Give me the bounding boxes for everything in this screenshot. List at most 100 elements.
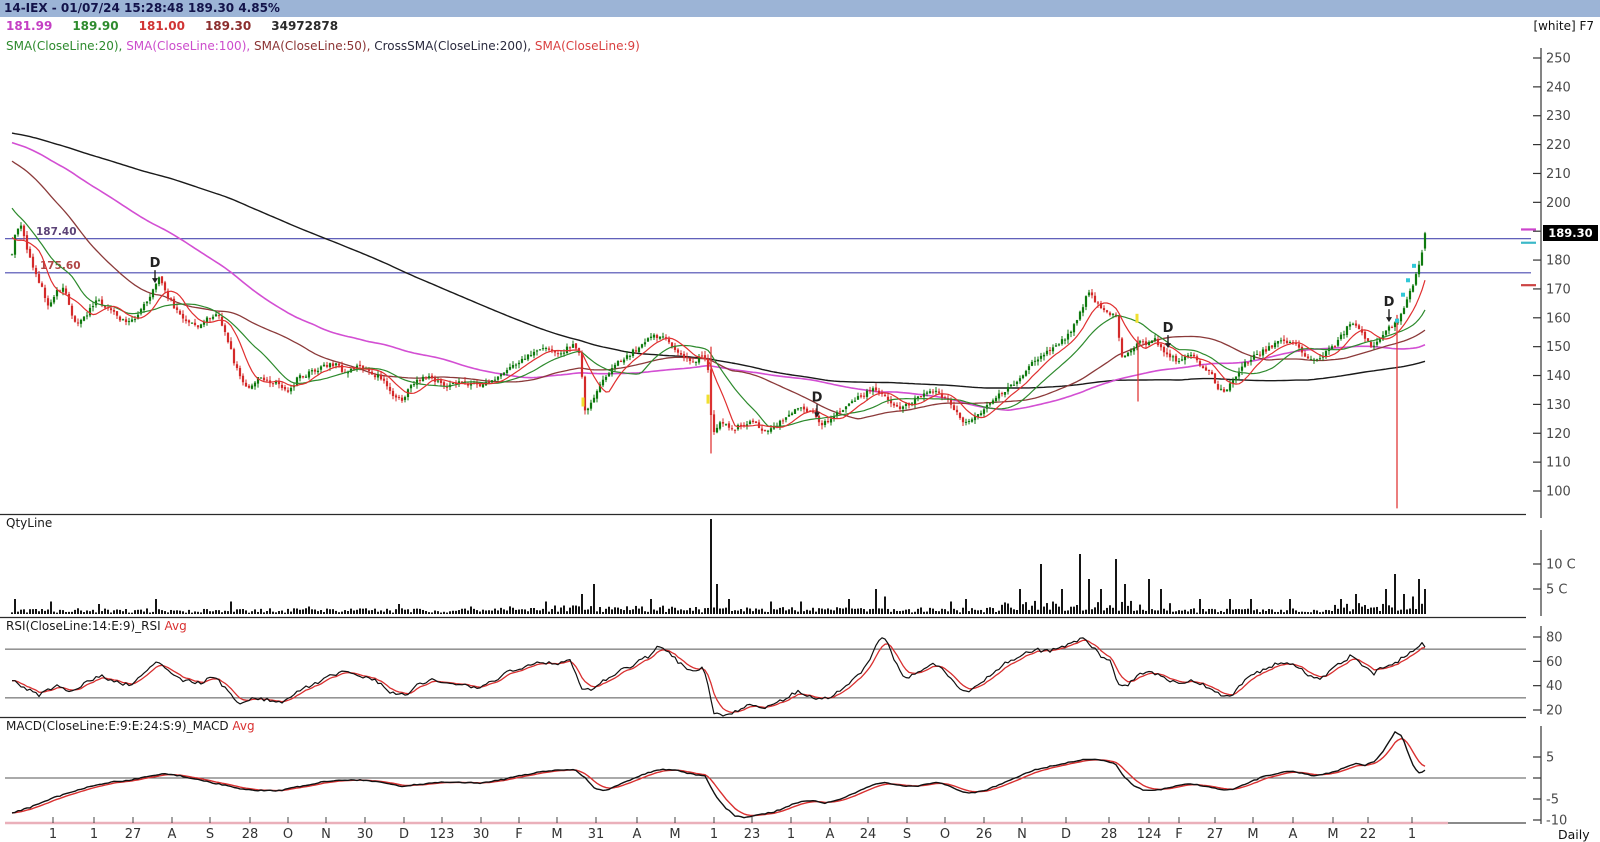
candle-body	[55, 289, 59, 297]
timeframe-label[interactable]: Daily	[1558, 827, 1590, 842]
volume-bar	[173, 610, 175, 614]
candle-body	[511, 364, 515, 368]
candle-body	[280, 384, 284, 388]
volume-bar	[1361, 606, 1363, 614]
volume-bar	[860, 608, 862, 614]
candle-body	[163, 282, 167, 291]
volume-bar	[1151, 609, 1153, 614]
candle-body	[226, 332, 230, 343]
candle-body	[286, 390, 290, 392]
volume-bar	[746, 607, 748, 614]
candle-body	[1315, 359, 1319, 361]
candle-body	[331, 363, 335, 367]
x-axis-tick-label: 124	[1137, 827, 1162, 841]
price-axis-tick-label: 160	[1546, 311, 1571, 326]
volume-bar	[149, 612, 151, 614]
candle-body	[112, 309, 116, 312]
candle-body	[796, 408, 800, 410]
candle-body	[1357, 325, 1361, 329]
volume-bar	[731, 610, 733, 614]
candle-body	[1408, 290, 1412, 300]
candle-body	[613, 364, 617, 369]
volume-bar	[74, 609, 76, 614]
volume-bar	[32, 609, 34, 614]
volume-bar	[578, 606, 580, 614]
volume-bar	[1124, 584, 1126, 614]
volume-bar	[50, 601, 52, 614]
candle-body	[1141, 341, 1145, 343]
candle-body	[901, 406, 905, 409]
x-axis-tick-label: D	[399, 827, 409, 841]
candle-body	[1294, 343, 1298, 345]
volume-bar	[734, 610, 736, 614]
volume-bar	[215, 610, 217, 614]
volume-bar	[1235, 609, 1237, 614]
candle-body	[157, 277, 161, 285]
volume-bar	[842, 608, 844, 614]
candle-body	[505, 370, 509, 374]
candle-body	[1171, 356, 1175, 358]
candle-body	[892, 403, 896, 406]
volume-bar	[1286, 610, 1288, 614]
volume-bar	[1070, 606, 1072, 614]
candle-body	[982, 409, 986, 414]
volume-bar	[344, 610, 346, 614]
volume-bar	[476, 610, 478, 614]
volume-bar	[377, 611, 379, 614]
volume-bar	[1136, 610, 1138, 614]
volume-bar	[506, 610, 508, 614]
volume-bar	[1088, 579, 1090, 614]
volume-bar	[545, 601, 547, 614]
volume-bar	[824, 609, 826, 614]
candle-body	[1138, 341, 1142, 343]
candle-body	[136, 314, 140, 319]
volume-bar	[1373, 607, 1375, 614]
sma100-line	[11, 141, 1426, 412]
x-axis-tick-label: 1	[710, 827, 718, 841]
candle-body	[358, 364, 362, 367]
candle-body	[394, 395, 398, 398]
x-axis-tick-label: 123	[430, 827, 455, 841]
x-axis-tick-label: 30	[473, 827, 490, 841]
candle-body	[121, 319, 125, 321]
volume-bar	[770, 601, 772, 614]
volume-bar	[638, 608, 640, 614]
candle-body	[616, 360, 620, 366]
candle-body	[409, 385, 413, 389]
volume-bar	[1334, 604, 1336, 614]
volume-bar	[1277, 611, 1279, 614]
volume-bar	[41, 609, 43, 614]
title-bar[interactable]: 14-IEX - 01/07/24 15:28:48 189.30 4.85%	[0, 0, 1600, 17]
volume-bar	[1175, 611, 1177, 614]
candle-body	[181, 313, 185, 319]
volume-bar	[911, 612, 913, 614]
candle-body	[883, 394, 887, 397]
candle-body	[58, 290, 62, 292]
volume-bar	[47, 609, 49, 614]
volume-bar	[644, 611, 646, 614]
x-axis: 1 1 27 A S 28 O N 30 D 123 30 F M 31 A M 1 23 1 A 24 S O 26 N D 28 1…	[5, 817, 1526, 841]
volume-bar	[1157, 610, 1159, 614]
candle-body	[175, 307, 179, 310]
volume-bar	[677, 610, 679, 614]
volume-bar	[434, 610, 436, 614]
candle-body	[1018, 378, 1022, 382]
candle-body	[43, 287, 47, 299]
volume-bar	[251, 611, 253, 614]
volume-bar	[1058, 606, 1060, 614]
volume-bar	[833, 610, 835, 614]
x-axis-tick-label: D	[1061, 827, 1071, 841]
volume-bar	[1403, 594, 1405, 614]
volume-bar	[536, 610, 538, 614]
volume-bar	[290, 611, 292, 614]
volume-bar	[284, 612, 286, 614]
candle-body	[1369, 341, 1373, 347]
price-axis-tick-label: 200	[1546, 196, 1571, 211]
candle-body	[1234, 376, 1238, 381]
volume-bar	[1130, 600, 1132, 614]
candle-body	[916, 396, 920, 399]
volume-bar	[599, 607, 601, 614]
price-axis-tick-label: 150	[1546, 340, 1571, 355]
candle-body	[1066, 333, 1070, 340]
